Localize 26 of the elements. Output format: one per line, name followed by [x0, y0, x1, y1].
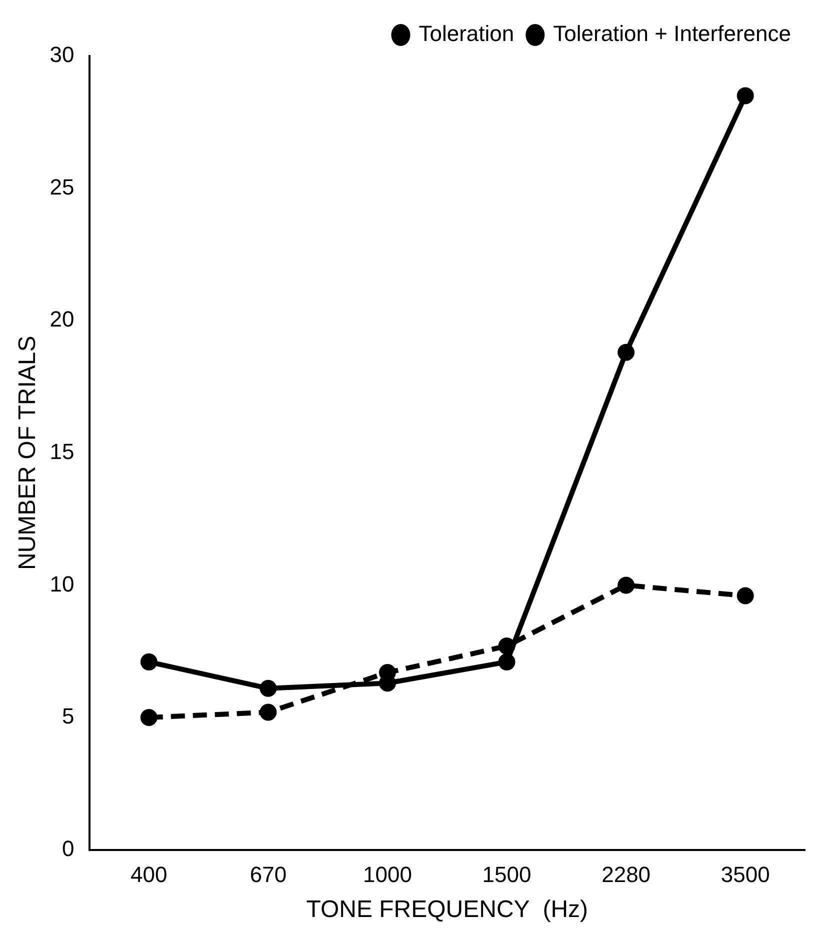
point: [736, 87, 754, 104]
y-tick-label: 5: [62, 704, 74, 729]
x-tick-label: 2280: [602, 862, 651, 888]
y-tick-label: 0: [62, 836, 74, 861]
x-tick-label: 670: [250, 862, 287, 888]
x-tick-label: 400: [130, 862, 168, 888]
y-tick-label: 25: [50, 174, 74, 200]
x-tick-label: 1000: [363, 862, 412, 888]
x-axis-title: TONE FREQUENCY (Hz): [306, 896, 588, 924]
point: [498, 653, 516, 670]
point: [736, 587, 754, 604]
y-tick-label: 20: [50, 306, 74, 332]
y-tick-label: 15: [50, 438, 74, 464]
point: [140, 709, 158, 726]
legend-label: Toleration: [418, 21, 514, 46]
legend-label: Toleration + Interference: [553, 21, 792, 46]
point: [260, 704, 277, 721]
y-tick-label: 30: [50, 42, 74, 68]
y-axis-title: NUMBER OF TRIALS: [14, 336, 42, 570]
point: [618, 344, 635, 361]
point: [618, 576, 635, 594]
y-tick-label: 10: [50, 571, 74, 596]
x-tick-label: 3500: [720, 862, 770, 888]
x-tick-label: 1500: [482, 862, 532, 888]
point: [260, 680, 277, 697]
point: [140, 653, 158, 670]
